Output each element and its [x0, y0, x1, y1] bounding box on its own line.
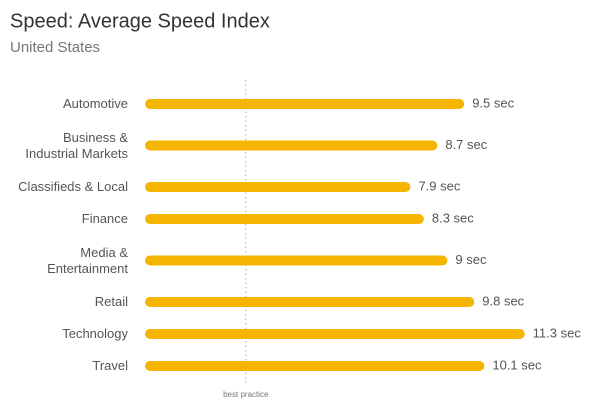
value-label: 8.3 sec: [432, 210, 474, 225]
value-label: 7.9 sec: [418, 178, 460, 193]
category-label: Travel: [92, 358, 128, 373]
value-label: 9.8 sec: [482, 293, 524, 308]
category-label: Media & Entertainment: [47, 244, 128, 276]
value-label: 9.5 sec: [472, 95, 514, 110]
value-label: 8.7 sec: [445, 137, 487, 152]
value-label: 9 sec: [455, 252, 487, 267]
bar: [145, 214, 424, 224]
category-label: Business & Industrial Markets: [25, 129, 128, 161]
chart-subtitle: United States: [10, 39, 100, 56]
bar: [145, 182, 411, 192]
value-label: 10.1 sec: [492, 357, 542, 372]
value-label: 11.3 sec: [533, 325, 582, 340]
category-label: Automotive: [62, 96, 128, 111]
category-label: Finance: [81, 211, 128, 226]
chart-title: Speed: Average Speed Index: [10, 10, 270, 32]
category-label: Classifieds & Local: [18, 179, 128, 194]
bar: [145, 255, 448, 266]
bar: [145, 99, 465, 109]
category-label: Retail: [94, 294, 128, 309]
category-label: Technology: [62, 326, 128, 341]
bar: [145, 297, 475, 307]
best-practice-label: best practice: [223, 390, 269, 399]
bar: [145, 361, 485, 371]
bar: [145, 329, 525, 339]
bar: [145, 140, 438, 151]
